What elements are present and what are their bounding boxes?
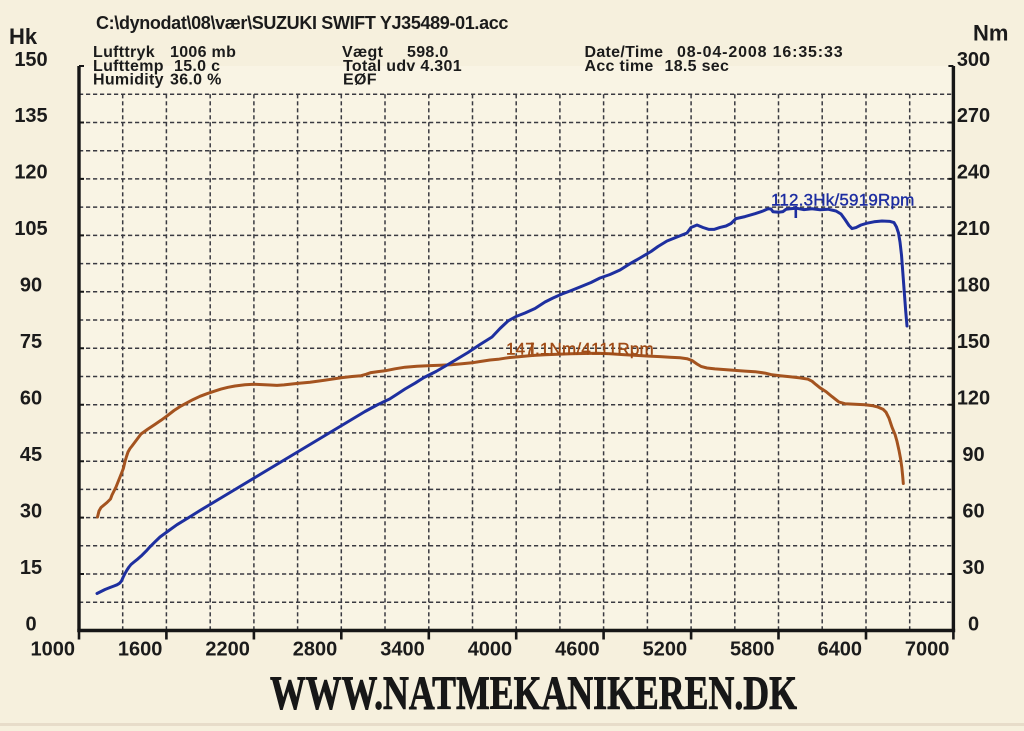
svg-text:300: 300 [957, 49, 990, 71]
svg-text:30: 30 [962, 557, 984, 579]
svg-text:210: 210 [957, 218, 990, 240]
svg-text:75: 75 [20, 331, 42, 353]
svg-text:WWW.NATMEKANIKEREN.DK: WWW.NATMEKANIKEREN.DK [270, 667, 797, 720]
svg-text:270: 270 [957, 105, 990, 127]
svg-text:45: 45 [20, 444, 42, 466]
svg-text:C:\dynodat\08\vær\SUZUKI SWIFT: C:\dynodat\08\vær\SUZUKI SWIFT YJ35489-0… [96, 13, 508, 33]
svg-text:2800: 2800 [293, 639, 338, 661]
svg-text:5200: 5200 [643, 639, 688, 661]
svg-text:EØF: EØF [343, 72, 377, 89]
svg-text:180: 180 [957, 275, 990, 297]
svg-text:90: 90 [962, 444, 984, 466]
svg-text:Lufttemp: Lufttemp [93, 58, 164, 75]
svg-text:598.0: 598.0 [407, 44, 449, 61]
svg-text:Total udv 4.301: Total udv 4.301 [343, 58, 462, 75]
svg-text:105: 105 [14, 218, 47, 240]
svg-text:6400: 6400 [818, 639, 863, 661]
svg-text:0: 0 [968, 613, 979, 635]
svg-text:08-04-2008 16:35:33: 08-04-2008 16:35:33 [677, 44, 844, 61]
svg-text:30: 30 [20, 500, 42, 522]
svg-text:Acc time: Acc time [585, 58, 654, 75]
svg-text:147.1Nm/4111Rpm: 147.1Nm/4111Rpm [506, 340, 654, 359]
svg-text:1600: 1600 [118, 639, 163, 661]
svg-text:4600: 4600 [555, 639, 600, 661]
svg-text:120: 120 [14, 162, 47, 184]
svg-text:36.0 %: 36.0 % [170, 72, 222, 89]
svg-text:Hk: Hk [9, 24, 38, 49]
svg-text:60: 60 [20, 388, 42, 410]
svg-text:1000: 1000 [31, 639, 76, 661]
svg-text:Lufttryk: Lufttryk [93, 44, 155, 61]
svg-text:60: 60 [962, 500, 984, 522]
svg-text:15.0 c: 15.0 c [174, 58, 220, 75]
svg-text:120: 120 [957, 388, 990, 410]
svg-text:15: 15 [20, 557, 42, 579]
svg-text:Nm: Nm [973, 21, 1008, 46]
svg-text:4000: 4000 [468, 639, 513, 661]
svg-text:18.5 sec: 18.5 sec [665, 58, 730, 75]
svg-text:240: 240 [957, 162, 990, 184]
svg-text:7000: 7000 [905, 639, 950, 661]
svg-text:Humidity: Humidity [93, 72, 164, 89]
svg-text:112.3Hk/5919Rpm: 112.3Hk/5919Rpm [771, 191, 915, 210]
svg-text:Vægt: Vægt [342, 44, 384, 61]
svg-text:90: 90 [20, 275, 42, 297]
svg-text:1006 mb: 1006 mb [170, 44, 236, 61]
svg-text:150: 150 [14, 49, 47, 71]
svg-text:135: 135 [14, 105, 47, 127]
svg-text:150: 150 [957, 331, 990, 353]
svg-text:2200: 2200 [205, 639, 250, 661]
svg-text:5800: 5800 [730, 639, 775, 661]
svg-text:3400: 3400 [380, 639, 425, 661]
svg-text:Date/Time: Date/Time [585, 44, 664, 61]
svg-text:0: 0 [25, 613, 36, 635]
